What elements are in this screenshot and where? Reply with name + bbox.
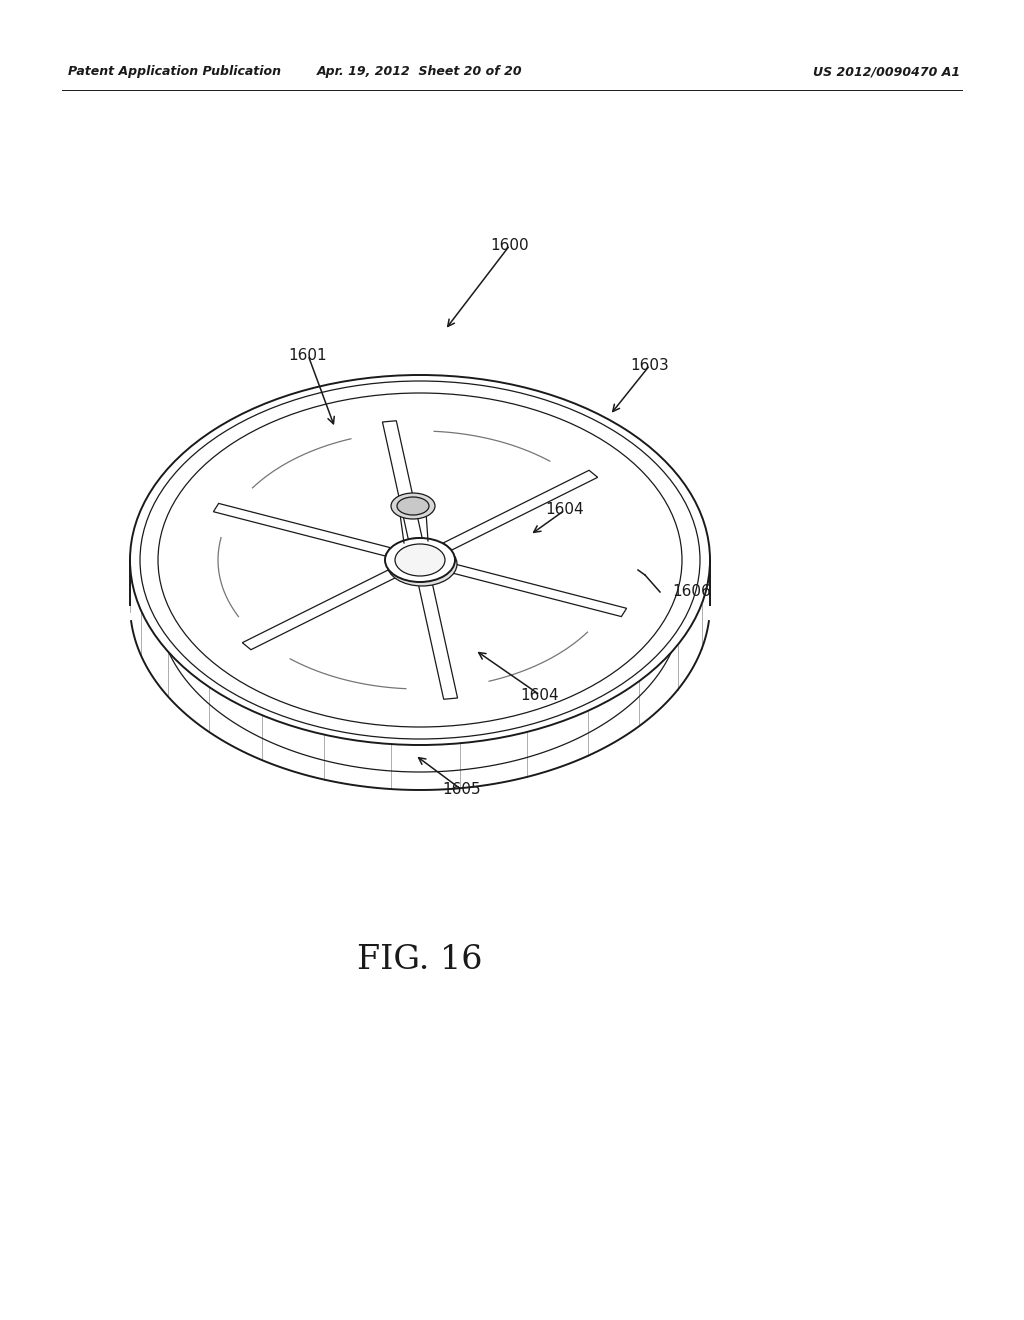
Text: Patent Application Publication: Patent Application Publication (68, 66, 281, 78)
Text: 1606: 1606 (672, 585, 711, 599)
Text: 1604: 1604 (546, 503, 585, 517)
Text: 1604: 1604 (520, 688, 559, 702)
Ellipse shape (158, 393, 682, 727)
Ellipse shape (395, 544, 445, 576)
Text: 1600: 1600 (490, 238, 529, 252)
Ellipse shape (387, 543, 457, 586)
Polygon shape (213, 503, 390, 556)
Ellipse shape (385, 539, 455, 582)
Polygon shape (382, 421, 422, 539)
Ellipse shape (397, 498, 429, 515)
Ellipse shape (391, 492, 435, 519)
Text: US 2012/0090470 A1: US 2012/0090470 A1 (813, 66, 961, 78)
Ellipse shape (130, 375, 710, 744)
Text: 1605: 1605 (442, 783, 481, 797)
Polygon shape (243, 570, 396, 649)
Text: Apr. 19, 2012  Sheet 20 of 20: Apr. 19, 2012 Sheet 20 of 20 (317, 66, 523, 78)
Text: 1603: 1603 (631, 358, 670, 372)
Text: 1601: 1601 (289, 347, 328, 363)
Text: FIG. 16: FIG. 16 (357, 944, 482, 975)
Polygon shape (418, 581, 458, 700)
Ellipse shape (140, 381, 700, 739)
Polygon shape (450, 564, 627, 616)
Polygon shape (443, 470, 598, 550)
